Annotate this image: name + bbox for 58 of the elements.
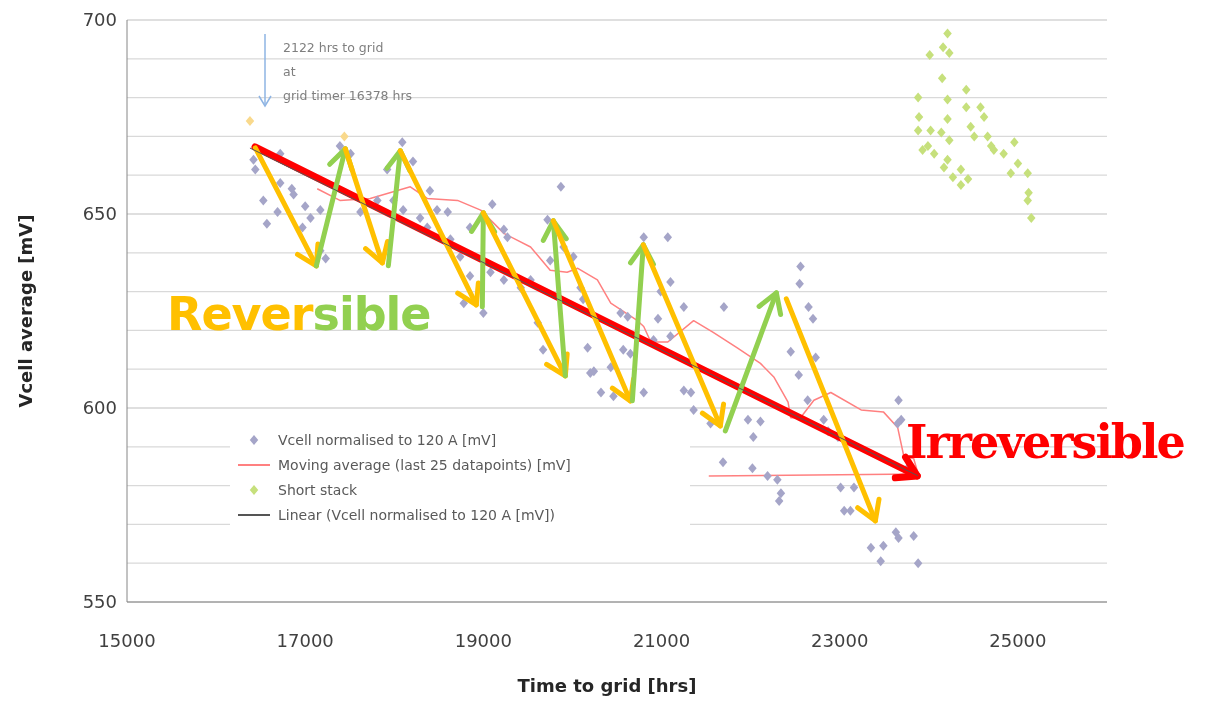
point [929,148,939,159]
point [961,102,971,113]
x-axis-title: Time to grid [hrs] [517,675,697,696]
x-tick-label: 17000 [276,630,334,651]
point [923,141,933,152]
y-tick-label: 550 [82,591,117,613]
point [945,47,954,58]
point [966,121,975,132]
point [918,144,927,155]
point [999,148,1008,159]
point [943,113,952,124]
x-tick-label: 25000 [989,630,1047,651]
point [937,73,947,84]
point [939,162,949,173]
point [913,92,923,103]
point [945,135,954,146]
annotation: 2122 hrs to grid at grid timer 16378 hrs [283,40,413,103]
point [983,131,992,142]
point [943,28,952,39]
legend-label: Vcell normalised to 120 A [mV] [278,431,497,448]
point [1006,168,1016,179]
annotation: Irreversible [906,415,1185,469]
point [340,131,349,142]
point [1027,212,1036,223]
legend-label: Short stack [278,481,359,498]
point [956,179,966,190]
y-axis-title: Vcell average [mV] [15,214,36,408]
point [956,164,966,175]
point [943,154,952,165]
point [943,94,952,105]
annotation: Reversible [167,287,431,341]
point [1010,137,1019,148]
point [976,102,985,113]
y-tick-label: 650 [82,203,117,225]
point [963,174,973,185]
y-tick-label: 600 [82,397,117,419]
point [937,127,946,138]
legend-label: Moving average (last 25 datapoints) [mV] [278,456,571,473]
point [913,125,923,136]
point [979,112,989,122]
point [1013,158,1023,169]
x-tick-label: 15000 [98,630,156,651]
point [1024,187,1033,198]
y-tick-label: 700 [82,9,117,31]
point [1023,195,1032,206]
point [948,172,958,183]
point [926,125,935,136]
point [245,115,255,126]
legend-label: Linear (Vcell normalised to 120 A [mV]) [278,506,556,523]
point [914,112,924,122]
point [961,84,971,95]
x-tick-label: 19000 [454,630,512,651]
point [1023,168,1032,179]
point [925,49,934,60]
point [938,42,948,53]
x-tick-label: 21000 [632,630,691,651]
x-tick-label: 23000 [811,630,869,651]
point [970,131,979,142]
